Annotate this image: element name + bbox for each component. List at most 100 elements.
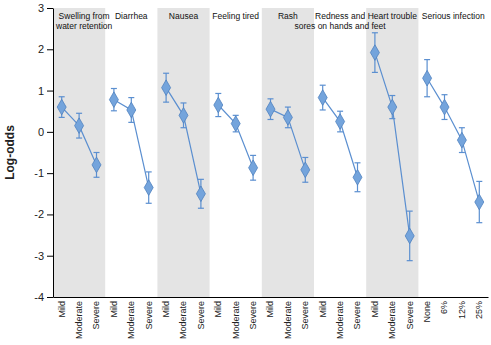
y-tick-mark <box>47 214 53 215</box>
x-tick: Mild <box>370 297 380 318</box>
error-bar-cap <box>407 260 413 261</box>
y-tick-label: -4 <box>34 291 44 303</box>
error-bar-cap <box>250 180 256 181</box>
error-bar-cap <box>163 102 169 103</box>
error-bar-cap <box>198 208 204 209</box>
group-band <box>53 8 105 297</box>
error-bar-cap <box>128 122 134 123</box>
x-tick: Moderate <box>178 297 188 339</box>
error-bar-cap <box>372 32 378 33</box>
error-bar-cap <box>459 152 465 153</box>
error-bar-cap <box>268 119 274 120</box>
x-tick: Moderate <box>283 297 293 339</box>
error-bar-cap <box>181 127 187 128</box>
series-line <box>427 78 479 202</box>
error-bar-cap <box>424 59 430 60</box>
x-tick-label: Severe <box>248 301 258 330</box>
marker <box>318 90 327 106</box>
error-bar-cap <box>285 106 291 107</box>
error-bar-cap <box>181 102 187 103</box>
y-tick: 0 <box>38 126 53 138</box>
y-tick: -4 <box>34 291 53 303</box>
x-tick: Severe <box>405 297 415 330</box>
y-tick: 2 <box>38 43 53 55</box>
error-bar-cap <box>337 111 343 112</box>
error-bar-cap <box>59 117 65 118</box>
x-tick-label: Moderate <box>178 301 188 339</box>
x-tick: Moderate <box>126 297 136 339</box>
marker <box>440 99 449 115</box>
error-bar-cap <box>442 119 448 120</box>
x-tick-label: Mild <box>57 301 67 318</box>
marker <box>457 132 466 148</box>
y-tick-mark <box>47 91 53 92</box>
error-bar-cap <box>389 95 395 96</box>
group-title: Serious infection <box>422 11 485 21</box>
x-tick: Mild <box>318 297 328 318</box>
error-bar-cap <box>76 113 82 114</box>
x-tick: Moderate <box>387 297 397 339</box>
y-tick-label: 0 <box>38 126 44 138</box>
x-tick: Severe <box>91 297 101 330</box>
x-tick-label: Moderate <box>126 301 136 339</box>
marker <box>249 160 258 176</box>
x-tick-label: Mild <box>213 301 223 318</box>
error-bar-cap <box>302 157 308 158</box>
x-tick: 6% <box>439 297 449 314</box>
marker <box>475 194 484 210</box>
x-tick-label: 12% <box>457 301 467 319</box>
marker <box>423 70 432 86</box>
x-tick-label: Mild <box>370 301 380 318</box>
error-bar-cap <box>320 109 326 110</box>
marks <box>57 33 484 261</box>
y-axis: -4-3-2-10123 <box>34 2 53 303</box>
error-bar-cap <box>372 72 378 73</box>
y-tick: 3 <box>38 2 53 14</box>
marker <box>92 157 101 173</box>
y-tick-label: -1 <box>34 167 44 179</box>
group-title: Diarrhea <box>115 11 148 21</box>
x-tick: Mild <box>57 297 67 318</box>
x-tick: Severe <box>144 297 154 330</box>
error-bar-cap <box>389 118 395 119</box>
x-tick-label: Severe <box>196 301 206 330</box>
error-bar-cap <box>250 155 256 156</box>
error-bar-cap <box>337 131 343 132</box>
x-tick: Mild <box>265 297 275 318</box>
error-bar-cap <box>320 85 326 86</box>
x-tick-label: Moderate <box>387 301 397 339</box>
marker <box>388 99 397 115</box>
group-bands <box>53 8 418 297</box>
x-tick-label: 25% <box>474 301 484 319</box>
x-tick-label: Severe <box>144 301 154 330</box>
marker <box>405 228 414 244</box>
x-tick-label: None <box>422 301 432 323</box>
chart: -4-3-2-10123Log-oddsMildModerateSevereMi… <box>0 0 491 345</box>
marker <box>214 97 223 113</box>
error-bar-cap <box>215 116 221 117</box>
error-bar-cap <box>163 73 169 74</box>
x-tick: Severe <box>196 297 206 330</box>
marker <box>301 162 310 178</box>
x-tick: 25% <box>474 297 484 319</box>
error-bar-cap <box>459 127 465 128</box>
group-title: Swelling fromwater retention <box>55 11 112 31</box>
x-tick-label: Severe <box>91 301 101 330</box>
x-tick: None <box>422 297 432 323</box>
error-bar-cap <box>442 94 448 95</box>
y-tick-mark <box>47 173 53 174</box>
group-title: Nausea <box>169 11 199 21</box>
marker <box>283 110 292 126</box>
x-tick-label: Severe <box>300 301 310 330</box>
series-line <box>114 100 149 188</box>
error-bar-cap <box>128 97 134 98</box>
x-tick-label: Mild <box>265 301 275 318</box>
error-bar-cap <box>198 179 204 180</box>
x-tick: Moderate <box>74 297 84 339</box>
x-tick-label: Mild <box>318 301 328 318</box>
y-tick-mark <box>47 8 53 9</box>
y-tick: -3 <box>34 250 53 262</box>
x-tick: 12% <box>457 297 467 319</box>
series-line <box>62 107 97 165</box>
x-tick: Mild <box>161 297 171 318</box>
